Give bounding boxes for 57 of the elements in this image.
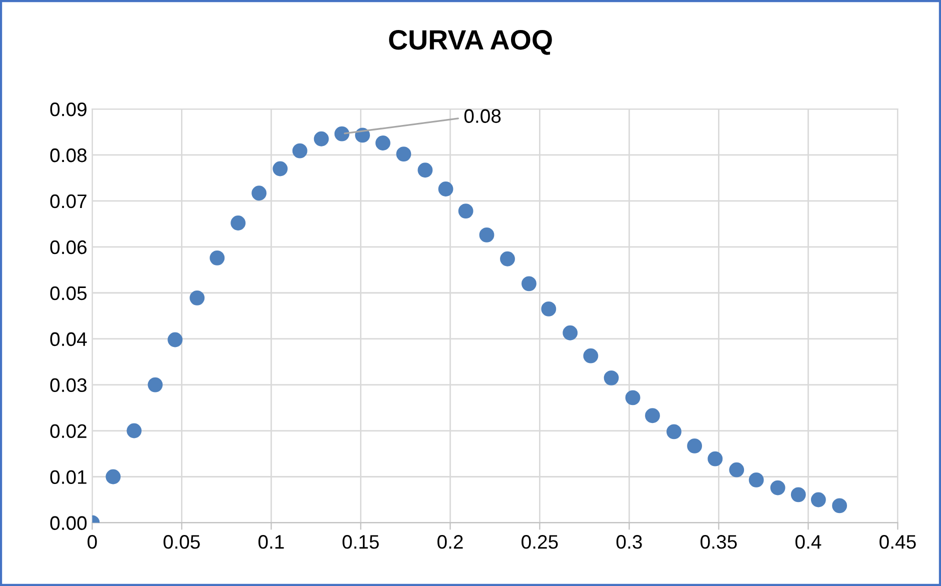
point — [810, 492, 826, 508]
point — [458, 204, 474, 219]
point — [770, 480, 786, 496]
point — [522, 276, 536, 292]
y-tick-label: 0.09 — [50, 102, 86, 116]
x-tick-label: 0.35 — [700, 535, 737, 549]
y-tick-label: 0.00 — [50, 516, 87, 530]
x-tick-label: 0.1 — [258, 535, 284, 549]
point — [292, 143, 308, 158]
annotation: 0.08 — [464, 109, 501, 123]
point — [252, 186, 267, 201]
point — [106, 469, 121, 484]
point — [230, 216, 246, 230]
y-tick-label: 0.01 — [50, 470, 86, 484]
y-tick-label: 0.06 — [50, 240, 87, 254]
point — [396, 146, 412, 162]
point — [666, 424, 682, 440]
point — [748, 472, 764, 488]
point — [148, 377, 163, 392]
point — [126, 423, 142, 438]
y-tick-label: 0.02 — [50, 424, 86, 438]
x-tick-label: 0.45 — [880, 535, 916, 549]
point — [708, 451, 723, 466]
point — [500, 251, 515, 266]
x-tick-label: 0.4 — [795, 535, 822, 549]
point — [604, 370, 619, 386]
y-tick-label: 0.05 — [50, 286, 87, 300]
x-tick-label: 0.2 — [437, 535, 463, 549]
point — [729, 462, 744, 478]
point — [645, 408, 660, 424]
point — [562, 325, 578, 340]
point — [687, 438, 702, 454]
point — [832, 498, 847, 514]
y-tick-label: 0.07 — [50, 194, 86, 208]
point — [334, 126, 350, 142]
x-tick-label: 0 — [88, 535, 97, 549]
point — [479, 227, 494, 242]
point — [583, 348, 598, 364]
point — [375, 136, 390, 150]
point — [438, 182, 454, 196]
x-tick-label: 0.05 — [164, 535, 200, 549]
point — [418, 162, 433, 178]
point — [625, 390, 640, 406]
chart-title: CURVA AOQ — [389, 30, 552, 55]
x-tick-label: 0.25 — [522, 535, 558, 549]
point — [190, 290, 205, 306]
y-tick-label: 0.04 — [50, 332, 87, 346]
x-tick-label: 0.15 — [342, 535, 379, 549]
point — [790, 487, 806, 502]
point — [272, 161, 288, 176]
point — [168, 332, 183, 348]
y-tick-label: 0.08 — [50, 148, 87, 162]
y-tick-label: 0.03 — [50, 378, 87, 392]
point — [541, 301, 556, 316]
point — [210, 250, 225, 266]
x-tick-label: 0.3 — [616, 535, 642, 549]
point — [314, 131, 329, 146]
